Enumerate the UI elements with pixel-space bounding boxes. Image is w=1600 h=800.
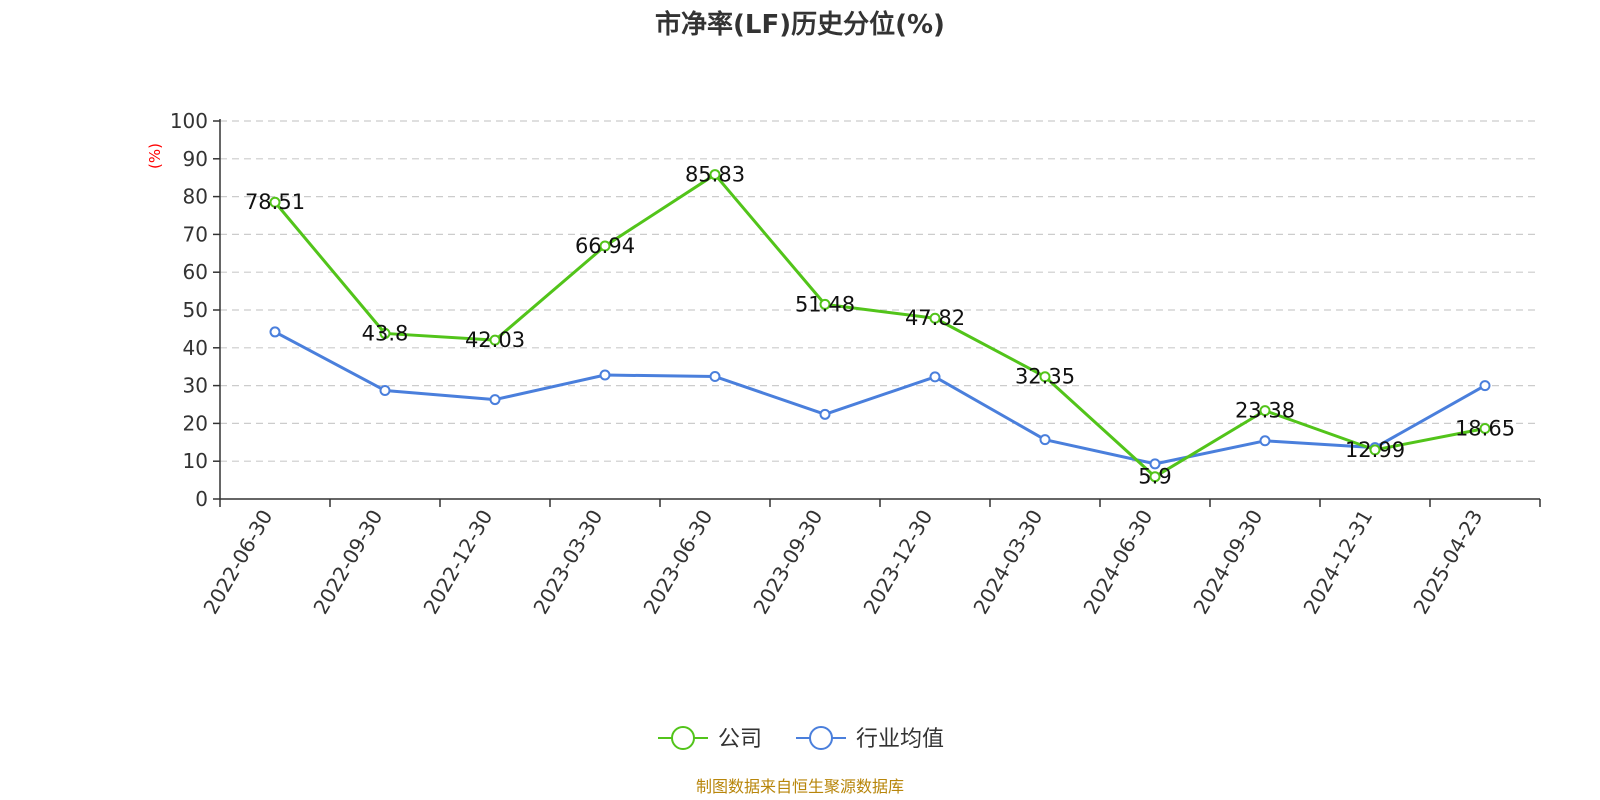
x-tick-label: 2023-03-30 [528,506,607,619]
y-tick-label: 40 [183,336,208,360]
y-tick-label: 10 [183,449,208,473]
x-tick-label: 2023-09-30 [748,506,827,619]
data-point [379,327,391,339]
data-point [1259,405,1271,417]
data-point [489,334,501,346]
data-label: 85.83 [685,163,745,187]
data-point [1479,380,1491,392]
y-ticks: 0 10 20 30 40 50 60 70 80 90 100 [170,109,208,511]
data-point [1369,444,1381,456]
data-point [1039,434,1051,446]
data-point [1479,423,1491,435]
data-label: 5.9 [1138,465,1171,489]
y-tick-label: 20 [183,411,208,435]
data-point [1259,435,1271,447]
data-point [269,326,281,338]
x-tick-label: 2024-12-31 [1298,506,1377,619]
data-point [269,196,281,208]
x-tick-label: 2024-09-30 [1188,506,1267,619]
y-axis-label: (%) [146,143,164,169]
y-tick-label: 70 [183,222,208,246]
x-tick-label: 2022-09-30 [308,506,387,619]
series-line-industry-average [274,330,1486,466]
y-tick-label: 60 [183,260,208,284]
y-tick-label: 90 [183,147,208,171]
data-point [819,408,831,420]
x-ticks: 2022-06-30 2022-09-30 2022-12-30 2023-03-30… [198,506,1487,619]
data-label: 42.03 [465,328,525,352]
data-labels: 78.51 43.8 42.03 66.94 85.83 51.48 47.82 32.35 5… [245,163,1515,489]
data-label: 18.65 [1455,417,1515,441]
x-tick-label: 2022-06-30 [198,506,277,619]
y-tick-label: 80 [183,185,208,209]
data-point [1039,371,1051,383]
y-tick-label: 100 [170,109,208,133]
data-label: 47.82 [905,306,965,330]
data-point [709,169,721,181]
x-tick-label: 2023-12-30 [858,506,937,619]
data-label: 12.99 [1345,438,1405,462]
data-point [489,394,501,406]
legend-item-company[interactable]: 公司 [658,726,762,752]
data-label: 43.8 [362,321,409,345]
series-line-company [273,173,1486,479]
legend[interactable]: 公司 行业均值 [658,726,944,752]
data-point [819,298,831,310]
data-point [1149,471,1161,483]
legend-item-industry-average[interactable]: 行业均值 [796,726,944,752]
data-label: 23.38 [1235,399,1295,423]
x-tick-label: 2022-12-30 [418,506,497,619]
data-point [379,385,391,397]
x-tick-label: 2024-06-30 [1078,506,1157,619]
data-label: 78.51 [245,190,305,214]
data-label: 66.94 [575,234,635,258]
y-tick-label: 30 [183,374,208,398]
data-point [599,369,611,381]
x-tick-label: 2023-06-30 [638,506,717,619]
data-point [929,371,941,383]
y-tick-label: 50 [183,298,208,322]
legend-label: 公司 [718,727,762,752]
data-point [709,371,721,383]
data-label: 51.48 [795,292,855,316]
chart-title: 市净率(LF)历史分位(%) [655,9,945,40]
data-point [929,312,941,324]
series-group [269,169,1491,483]
legend-label: 行业均值 [856,727,944,752]
x-tick-label: 2025-04-23 [1408,506,1487,619]
legend-marker-icon [671,726,695,750]
data-label: 32.35 [1015,365,1075,389]
data-point [1149,458,1161,470]
source-note: 制图数据来自恒生聚源数据库 [696,777,904,796]
legend-marker-icon [809,726,833,750]
axes [213,119,1541,507]
data-point [599,240,611,252]
y-tick-label: 0 [195,487,208,511]
x-tick-label: 2024-03-30 [968,506,1047,619]
grid-lines [220,120,1540,462]
